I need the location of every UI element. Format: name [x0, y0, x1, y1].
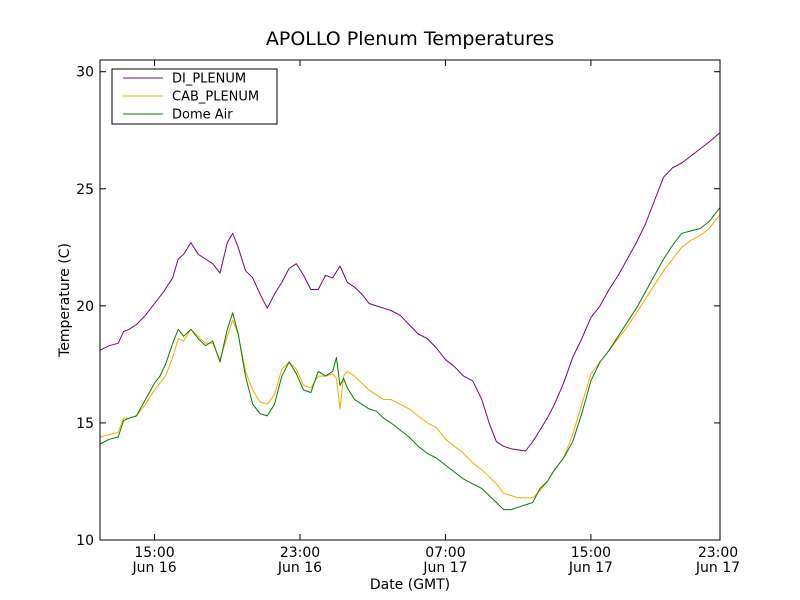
legend-label-dome-air: Dome Air	[172, 108, 233, 123]
y-tick-label: 20	[76, 299, 94, 315]
x-tick-time-label: 15:00	[571, 545, 611, 561]
y-axis-title: Temperature (C)	[57, 243, 73, 358]
x-tick-date-label: Jun 17	[695, 560, 740, 576]
series-line-cab-plenum	[100, 214, 720, 499]
plot-frame	[99, 59, 721, 541]
chart-title: APOLLO Plenum Temperatures	[266, 28, 554, 50]
x-tick-time-label: 07:00	[425, 545, 465, 561]
legend-label-cab-plenum: CAB_PLENUM	[172, 90, 259, 105]
series-layer	[100, 132, 720, 511]
x-tick-date-label: Jun 17	[422, 560, 467, 576]
series-line-di-plenum	[100, 132, 720, 452]
legend: DI_PLENUM CAB_PLENUM Dome Air	[111, 68, 278, 125]
x-axis-title: Date (GMT)	[370, 577, 450, 593]
y-tick-label: 25	[76, 182, 94, 198]
x-tick-date-label: Jun 16	[277, 560, 322, 576]
x-tick-time-label: 23:00	[280, 545, 320, 561]
x-tick-time-label: 23:00	[698, 545, 738, 561]
y-tick-label: 30	[76, 65, 94, 81]
legend-label-di-plenum: DI_PLENUM	[172, 72, 246, 87]
x-tick-time-label: 15:00	[134, 545, 174, 561]
y-tick-label: 10	[76, 533, 94, 549]
y-axis: 10 15 20 25 30	[76, 65, 720, 549]
x-tick-date-label: Jun 17	[568, 560, 613, 576]
series-line-dome-air	[100, 207, 720, 511]
x-tick-date-label: Jun 16	[131, 560, 176, 576]
y-tick-label: 15	[76, 416, 94, 432]
